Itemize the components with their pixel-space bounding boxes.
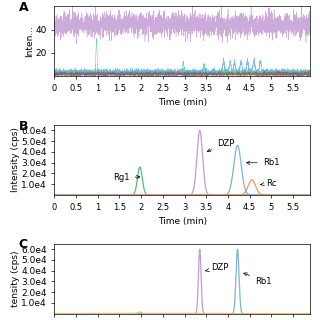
Y-axis label: Intensity (cps): Intensity (cps) [11, 128, 20, 192]
Text: DZP: DZP [206, 263, 229, 272]
Text: A: A [19, 1, 28, 14]
Y-axis label: Inten...: Inten... [25, 25, 34, 57]
Text: C: C [19, 238, 28, 251]
Text: Rc: Rc [260, 179, 277, 188]
Text: B: B [19, 119, 28, 132]
Text: Rg1: Rg1 [113, 173, 140, 182]
Text: Rb1: Rb1 [244, 273, 271, 286]
Y-axis label: tensity (cps): tensity (cps) [11, 251, 20, 307]
Text: Rb1: Rb1 [247, 158, 279, 167]
X-axis label: Time (min): Time (min) [158, 99, 207, 108]
X-axis label: Time (min): Time (min) [158, 217, 207, 226]
Text: DZP: DZP [207, 139, 235, 152]
